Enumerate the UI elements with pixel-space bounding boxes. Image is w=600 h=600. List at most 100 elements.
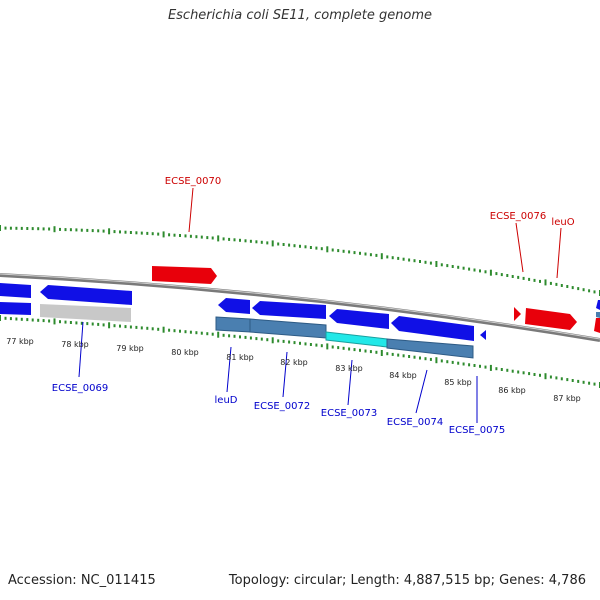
tick-mark [571, 379, 574, 382]
tick-mark [124, 325, 127, 329]
tick-mark [0, 315, 1, 321]
cds-fragment-left[interactable] [0, 302, 31, 315]
tick-mark [260, 337, 263, 341]
tick-mark [135, 231, 138, 235]
tick-mark [506, 368, 509, 372]
tick-mark [20, 317, 23, 321]
tick-mark [129, 325, 132, 329]
cds-ecse-0073[interactable] [325, 331, 388, 348]
tick-mark [380, 350, 383, 356]
tick-mark [342, 346, 345, 350]
pseudo-gene-bar[interactable] [40, 304, 131, 322]
tick-mark [473, 364, 476, 367]
label-ecse-0075[interactable]: ECSE_0075 [449, 425, 505, 436]
tick-mark [140, 231, 143, 235]
label-leud[interactable]: leuD [215, 395, 238, 406]
tick-mark [549, 375, 552, 379]
label-leuo[interactable]: leuO [551, 217, 574, 228]
tick-mark [293, 341, 296, 345]
gene-leuo[interactable] [525, 308, 577, 330]
tick-mark [457, 265, 460, 269]
tick-mark [451, 360, 454, 364]
gene-fragment-forward-small[interactable] [514, 307, 521, 321]
tick-mark [304, 342, 307, 346]
scale-label: 85 kbp [444, 378, 472, 387]
genome-backbone-highlight [0, 273, 600, 340]
gene-fragment-forward-edge[interactable] [594, 318, 600, 333]
label-ecse-0069[interactable]: ECSE_0069 [52, 383, 108, 394]
genome-backbone [0, 273, 600, 342]
tick-mark [391, 352, 394, 356]
label-ecse-0070[interactable]: ECSE_0070 [165, 176, 221, 187]
label-ecse-0076[interactable]: ECSE_0076 [490, 211, 546, 222]
tick-mark [500, 368, 503, 371]
tick-mark [419, 260, 421, 263]
label-ecse-0072[interactable]: ECSE_0072 [254, 401, 310, 412]
tick-mark [75, 228, 78, 232]
tick-mark [140, 326, 143, 330]
tick-mark [228, 334, 231, 338]
cds-leud[interactable] [215, 316, 251, 333]
tick-mark [375, 350, 378, 354]
tick-mark [462, 266, 465, 270]
cds-ecse-0074[interactable] [386, 338, 474, 359]
tick-mark [419, 356, 421, 360]
tick-mark [42, 227, 45, 231]
tick-mark [348, 347, 351, 351]
tick-mark [539, 373, 541, 377]
tick-mark [222, 237, 225, 241]
tick-mark [364, 252, 367, 256]
tick-mark [397, 353, 400, 357]
tick-mark [91, 322, 94, 326]
tick-mark [282, 339, 285, 343]
tick-mark [522, 276, 525, 280]
gene-fragment-reverse-right[interactable] [596, 300, 600, 310]
label-ecse-0074[interactable]: ECSE_0074 [387, 417, 443, 428]
cds-fragment-right[interactable] [596, 312, 600, 318]
tick-mark [359, 251, 361, 255]
tick-mark [555, 376, 558, 380]
tick-mark [217, 235, 220, 242]
tick-mark [64, 228, 67, 232]
genome-title: Escherichia coli SE11, complete genome [167, 8, 433, 23]
gene-ecse-0075-marker[interactable] [480, 330, 486, 340]
tick-mark [468, 267, 471, 271]
tick-mark [495, 272, 498, 276]
tick-mark [517, 370, 520, 374]
scale-labels: 77 kbp 78 kbp 79 kbp 80 kbp 81 kbp 82 kb… [6, 337, 581, 403]
tick-mark [20, 226, 23, 230]
label-ecse-0073[interactable]: ECSE_0073 [321, 408, 377, 419]
cds-ecse-0072[interactable] [249, 318, 327, 339]
tick-mark [173, 329, 176, 333]
tick-mark [364, 349, 367, 353]
leader-ecse-0073 [347, 359, 353, 406]
tick-mark [288, 243, 291, 247]
tick-mark [31, 227, 34, 231]
gene-ecse-0073[interactable] [329, 309, 389, 329]
gene-ecse-0074[interactable] [391, 316, 474, 341]
tick-mark [113, 324, 116, 328]
gene-ecse-0072[interactable] [252, 301, 326, 319]
gene-ecse-0069[interactable] [40, 285, 132, 305]
tick-mark [97, 229, 100, 233]
tick-mark [506, 274, 509, 277]
tick-mark [288, 340, 291, 344]
tick-mark [473, 268, 476, 272]
tick-mark [266, 338, 269, 342]
tick-mark [249, 336, 252, 340]
tick-mark [255, 337, 258, 341]
tick-mark [113, 230, 116, 234]
tick-mark [440, 359, 443, 363]
accession-number: Accession: NC_011415 [8, 573, 156, 588]
tick-mark [429, 357, 432, 361]
gene-fragment-reverse-left[interactable] [0, 283, 31, 298]
tick-mark [184, 234, 187, 238]
tick-mark [277, 242, 280, 246]
tick-mark [566, 285, 569, 288]
tick-mark [315, 343, 318, 347]
tick-mark [484, 270, 487, 274]
tick-mark [299, 341, 301, 345]
gene-leud[interactable] [218, 298, 250, 314]
gene-ecse-0070[interactable] [152, 266, 217, 284]
